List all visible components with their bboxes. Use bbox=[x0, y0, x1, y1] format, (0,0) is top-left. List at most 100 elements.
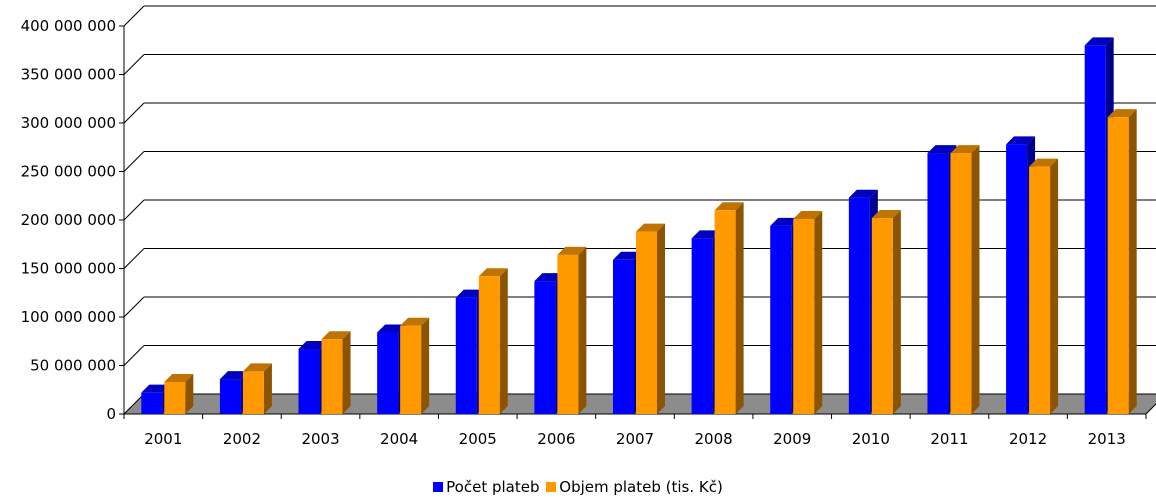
bar-side bbox=[421, 317, 430, 414]
bar-side bbox=[814, 211, 823, 414]
bar-side bbox=[263, 363, 272, 414]
bar bbox=[636, 231, 657, 414]
y-tick-label: 350 000 000 bbox=[21, 66, 116, 84]
bar-side bbox=[499, 268, 508, 414]
x-tick-label: 2004 bbox=[380, 430, 418, 448]
bar-top bbox=[534, 273, 564, 282]
y-tick-label: 400 000 000 bbox=[21, 17, 116, 35]
bar-side bbox=[892, 210, 901, 414]
bar bbox=[1006, 144, 1028, 414]
grid-diagonal bbox=[123, 345, 145, 366]
bar-side bbox=[1050, 158, 1059, 414]
bar bbox=[1107, 117, 1129, 415]
grid-diagonal bbox=[123, 248, 145, 269]
bar-top bbox=[1006, 136, 1036, 145]
bar bbox=[141, 392, 163, 414]
bar-top bbox=[219, 371, 249, 380]
bar-top bbox=[400, 317, 430, 326]
x-tick-label: 2002 bbox=[223, 430, 261, 448]
bar-side bbox=[971, 145, 980, 414]
y-tick-label: 200 000 000 bbox=[21, 211, 116, 229]
bar bbox=[455, 297, 477, 414]
bar bbox=[478, 276, 500, 414]
bar-top bbox=[321, 331, 351, 340]
bar-top bbox=[141, 384, 171, 393]
x-tick-label: 2012 bbox=[1009, 430, 1047, 448]
y-tick-label: 250 000 000 bbox=[21, 163, 116, 181]
bar bbox=[1029, 166, 1051, 414]
grid-diagonal bbox=[123, 54, 145, 75]
x-tick-label: 2005 bbox=[459, 430, 497, 448]
bar bbox=[321, 339, 343, 414]
bar bbox=[164, 381, 186, 414]
x-tick-label: 2010 bbox=[852, 430, 890, 448]
bar bbox=[219, 379, 241, 414]
bar-top bbox=[557, 246, 587, 255]
bar bbox=[950, 153, 972, 414]
bar-top bbox=[871, 210, 901, 219]
bar-side bbox=[342, 331, 351, 414]
x-tick-label: 2008 bbox=[695, 430, 733, 448]
bar-top bbox=[691, 230, 721, 239]
bar-top bbox=[478, 268, 508, 277]
bar bbox=[770, 225, 792, 414]
bar-top bbox=[242, 363, 272, 372]
x-tick-label: 2011 bbox=[930, 430, 968, 448]
legend-swatch-pocet bbox=[433, 482, 444, 492]
bar bbox=[400, 325, 422, 414]
y-tick-label: 50 000 000 bbox=[30, 357, 116, 375]
bar bbox=[613, 259, 634, 414]
bar-top bbox=[770, 217, 800, 226]
bar bbox=[793, 219, 815, 414]
x-tick-label: 2009 bbox=[773, 430, 811, 448]
grid-diagonal bbox=[123, 5, 145, 27]
y-tick-label: 100 000 000 bbox=[21, 308, 116, 326]
bar-top bbox=[1029, 158, 1059, 167]
bar bbox=[1084, 45, 1106, 415]
bar-side bbox=[578, 246, 587, 414]
bar-side bbox=[1128, 109, 1137, 415]
legend-label-objem: Objem plateb (tis. Kč) bbox=[559, 478, 723, 496]
bar-top bbox=[164, 373, 194, 382]
x-tick-label: 2003 bbox=[301, 430, 339, 448]
bar-top bbox=[793, 211, 823, 220]
bar-side bbox=[657, 223, 665, 414]
legend: Počet plateb Objem plateb (tis. Kč) bbox=[0, 478, 1156, 496]
bar-top bbox=[613, 251, 642, 260]
bar bbox=[927, 153, 949, 414]
bar-top bbox=[848, 189, 878, 198]
legend-label-pocet: Počet plateb bbox=[446, 478, 540, 496]
bar bbox=[534, 281, 556, 414]
x-tick-label: 2013 bbox=[1088, 430, 1126, 448]
bar bbox=[714, 210, 736, 414]
bar-top bbox=[636, 223, 665, 232]
grid-diagonal bbox=[123, 296, 145, 318]
bar-top bbox=[1107, 109, 1137, 118]
x-tick-label: 2001 bbox=[144, 430, 182, 448]
bar-top bbox=[927, 145, 957, 154]
grid-diagonal bbox=[123, 151, 145, 172]
y-tick-label: 300 000 000 bbox=[21, 114, 116, 132]
bar-side bbox=[735, 202, 744, 414]
legend-item-objem: Objem plateb (tis. Kč) bbox=[546, 478, 723, 496]
bar bbox=[377, 332, 399, 414]
bar bbox=[691, 238, 713, 414]
x-tick-label: 2006 bbox=[537, 430, 575, 448]
bar bbox=[871, 218, 893, 414]
legend-item-pocet: Počet plateb bbox=[433, 478, 539, 496]
grid-diagonal bbox=[123, 199, 145, 221]
bar-top bbox=[1084, 37, 1114, 46]
y-tick-label: 0 bbox=[106, 405, 116, 423]
bar-top bbox=[714, 202, 744, 211]
bar-top bbox=[950, 145, 980, 154]
bar-top bbox=[377, 324, 407, 333]
grid-diagonal bbox=[123, 102, 145, 124]
bar bbox=[557, 254, 579, 414]
bar bbox=[848, 197, 870, 414]
bar-top bbox=[455, 289, 485, 298]
bar bbox=[242, 371, 264, 414]
x-tick-label: 2007 bbox=[616, 430, 654, 448]
bar-top bbox=[298, 341, 328, 350]
bar-side bbox=[185, 373, 194, 414]
